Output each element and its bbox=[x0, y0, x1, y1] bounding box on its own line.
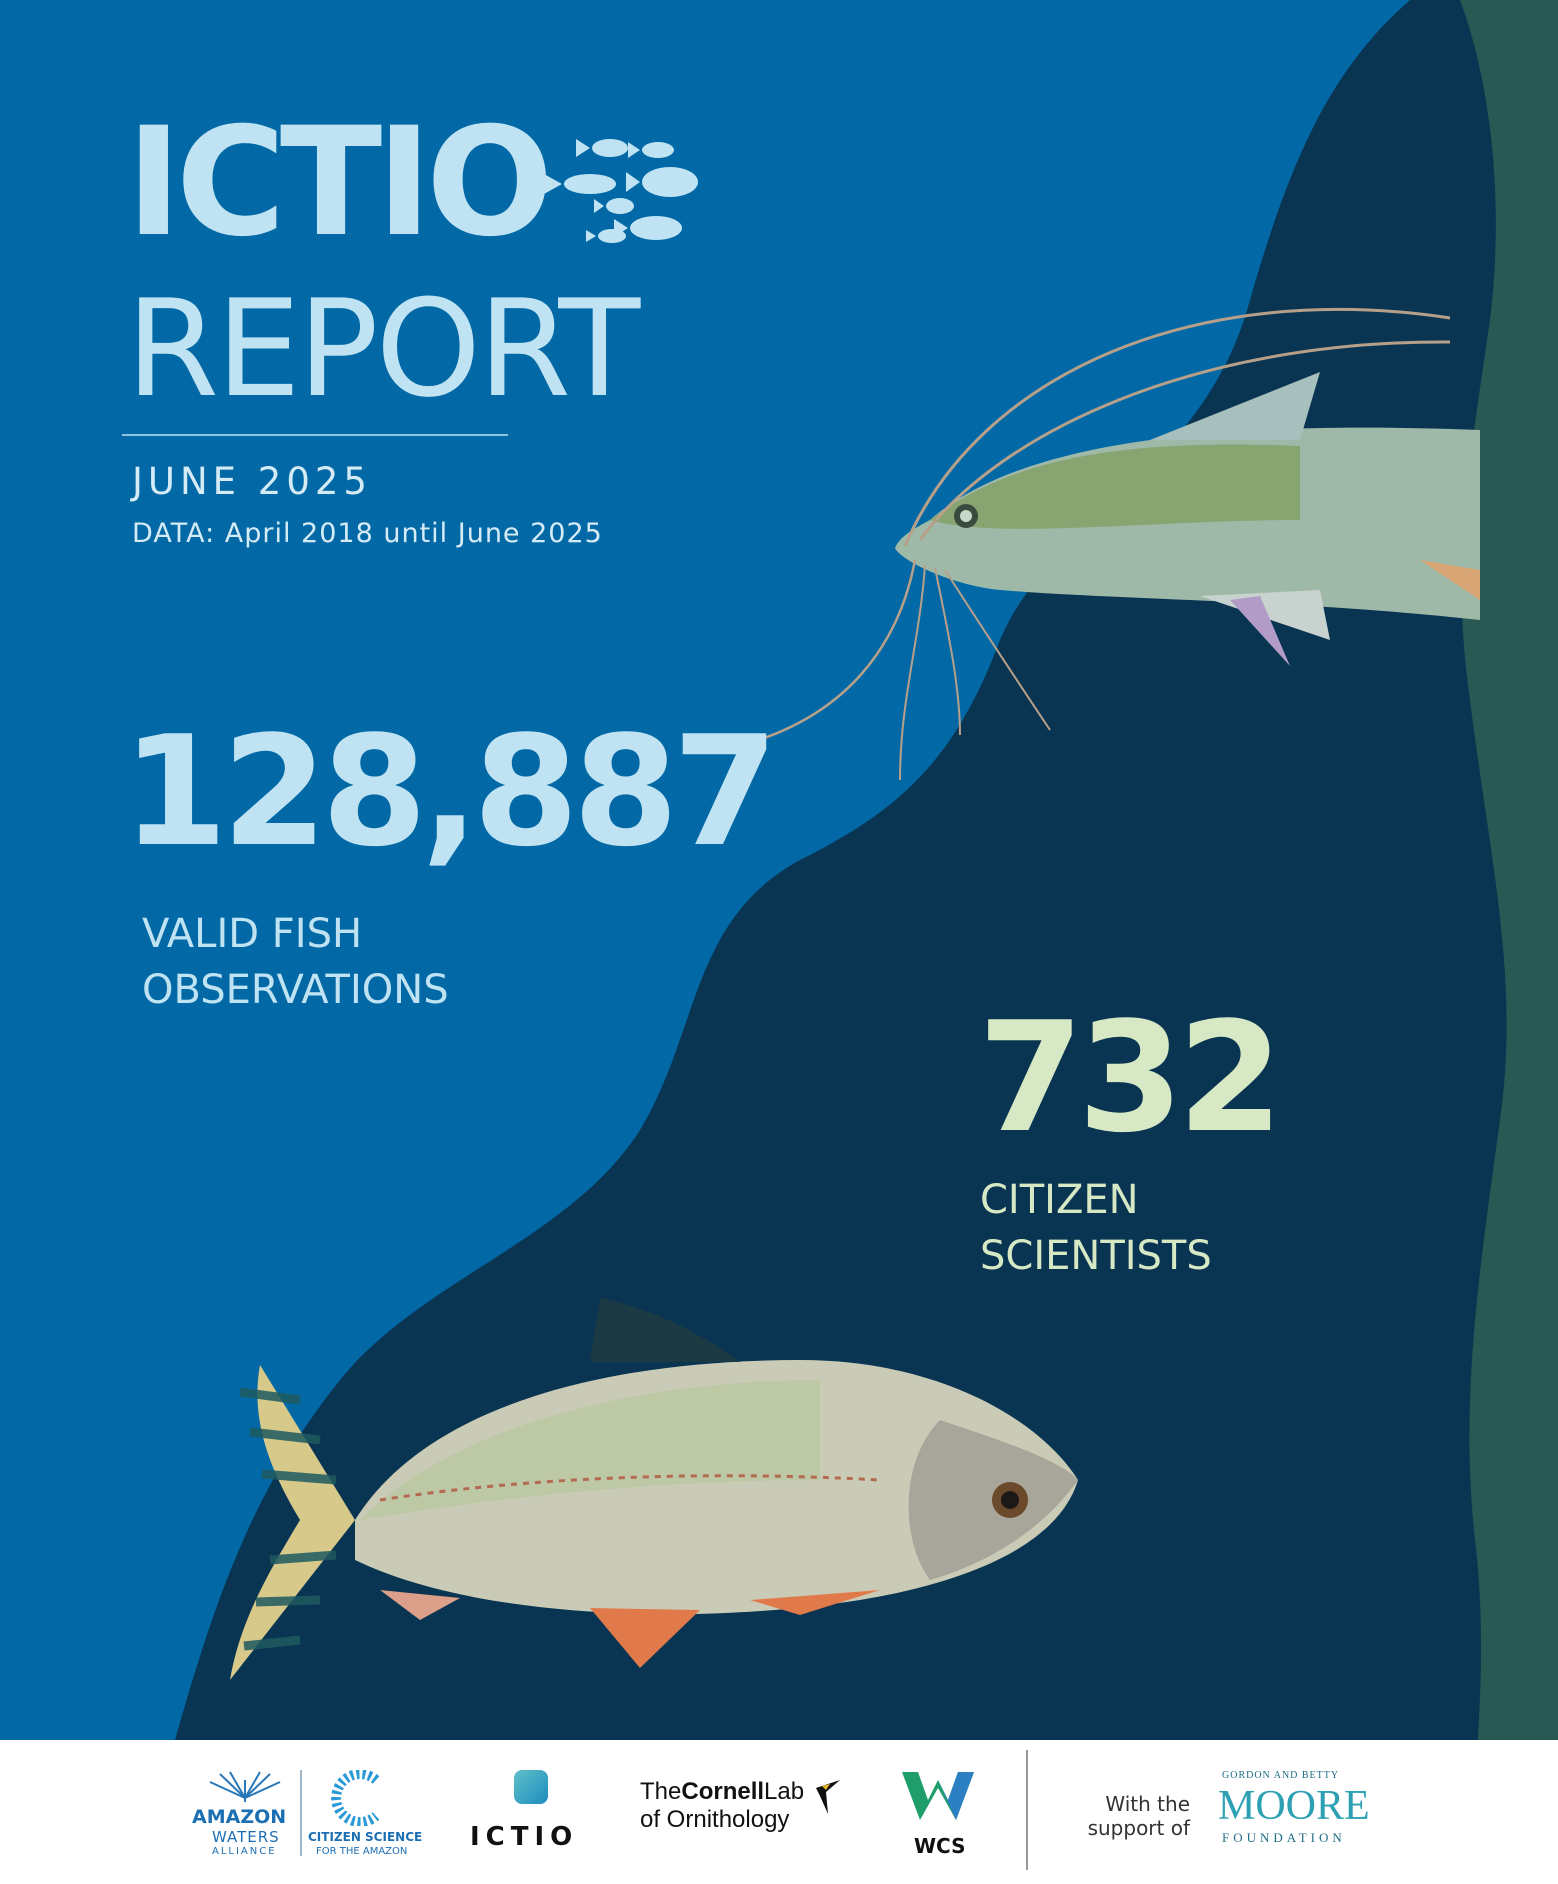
support-divider bbox=[1026, 1750, 1028, 1870]
observations-label: VALID FISH OBSERVATIONS bbox=[142, 906, 449, 1018]
report-date: JUNE 2025 bbox=[132, 460, 372, 503]
ictio-wordmark: ICTIO bbox=[470, 1822, 579, 1852]
cover-artwork: ICTIO REPORT JUNE 2025 DATA: April 2018 … bbox=[0, 0, 1558, 1740]
cornell-name: Cornell bbox=[681, 1778, 765, 1805]
support-line2: support of bbox=[1087, 1816, 1190, 1840]
bird-icon bbox=[816, 1780, 840, 1814]
support-line1: With the bbox=[1105, 1792, 1190, 1816]
fish-school-icon bbox=[544, 139, 698, 243]
partner-logos-footer: AMAZON WATERS ALLIANCE CITIZEN SCIENCE F… bbox=[0, 1740, 1558, 1884]
amazon-waters-line2: WATERS bbox=[212, 1828, 280, 1846]
logo-divider bbox=[300, 1770, 302, 1856]
citizen-science-line1: CITIZEN SCIENCE bbox=[308, 1830, 423, 1844]
cornell-lab: Lab bbox=[764, 1778, 805, 1805]
moore-top: GORDON AND BETTY bbox=[1222, 1770, 1340, 1781]
scientists-label-line1: CITIZEN bbox=[980, 1177, 1139, 1223]
title-divider bbox=[122, 434, 508, 436]
w-icon bbox=[902, 1772, 974, 1820]
observations-label-line2: OBSERVATIONS bbox=[142, 967, 449, 1013]
moore-bottom: FOUNDATION bbox=[1222, 1830, 1346, 1845]
c-dots-icon bbox=[331, 1770, 380, 1826]
scientists-value: 732 bbox=[978, 989, 1283, 1166]
ictio-logo: ICTIO bbox=[470, 1770, 590, 1866]
moore-foundation-logo: GORDON AND BETTY MOORE FOUNDATION bbox=[1218, 1770, 1378, 1870]
support-text: With the support of bbox=[1080, 1792, 1190, 1852]
observations-value: 128,887 bbox=[122, 703, 778, 880]
cornell-the: The bbox=[640, 1778, 682, 1805]
citizen-science-line2: FOR THE AMAZON bbox=[316, 1846, 408, 1857]
amazon-waters-logo: AMAZON WATERS ALLIANCE bbox=[190, 1768, 300, 1864]
tree-icon bbox=[209, 1771, 281, 1802]
observations-label-line1: VALID FISH bbox=[142, 911, 363, 957]
amazon-waters-line1: AMAZON bbox=[192, 1806, 287, 1828]
report-subtitle: REPORT bbox=[126, 271, 640, 427]
wcs-wordmark: WCS bbox=[914, 1834, 966, 1858]
cornell-lab-logo: TheCornellLab of Ornithology bbox=[640, 1778, 860, 1858]
scientists-label: CITIZEN SCIENTISTS bbox=[980, 1172, 1212, 1284]
data-range: DATA: April 2018 until June 2025 bbox=[132, 518, 603, 549]
scientists-label-line2: SCIENTISTS bbox=[980, 1233, 1212, 1279]
amazon-waters-line3: ALLIANCE bbox=[212, 1846, 277, 1857]
wcs-logo: WCS bbox=[900, 1768, 980, 1864]
cornell-line1: TheCornellLab bbox=[640, 1778, 804, 1806]
citizen-science-logo: CITIZEN SCIENCE FOR THE AMAZON bbox=[308, 1770, 422, 1866]
catfish-illustration bbox=[729, 307, 1480, 781]
cornell-line2: of Ornithology bbox=[640, 1806, 790, 1833]
report-title: ICTIO bbox=[126, 96, 554, 270]
moore-main: MOORE bbox=[1218, 1783, 1370, 1829]
ictio-app-icon bbox=[514, 1770, 548, 1804]
scaled-fish-illustration bbox=[230, 1298, 1078, 1680]
